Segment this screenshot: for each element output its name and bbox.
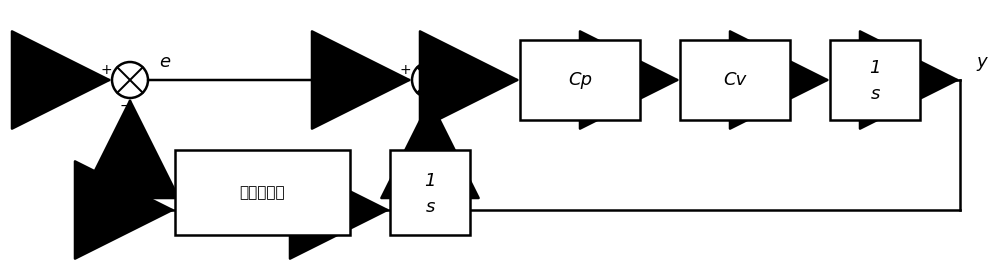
Bar xyxy=(680,40,790,120)
Text: Cp: Cp xyxy=(568,71,592,89)
Text: s: s xyxy=(870,85,880,103)
Text: +: + xyxy=(399,63,411,77)
Text: 模糊控制器: 模糊控制器 xyxy=(240,185,285,200)
Bar xyxy=(520,40,640,120)
Text: −: − xyxy=(119,99,131,113)
Bar xyxy=(390,150,470,235)
Text: s: s xyxy=(425,198,435,216)
Bar xyxy=(175,150,350,235)
Text: y: y xyxy=(977,53,987,71)
Text: +: + xyxy=(419,99,431,113)
Text: +: + xyxy=(100,63,112,77)
Text: r: r xyxy=(36,53,44,71)
Text: e: e xyxy=(159,53,171,71)
Text: 1: 1 xyxy=(869,59,881,77)
Text: 1: 1 xyxy=(424,172,436,190)
Text: Cv: Cv xyxy=(723,71,747,89)
Bar xyxy=(830,40,920,120)
